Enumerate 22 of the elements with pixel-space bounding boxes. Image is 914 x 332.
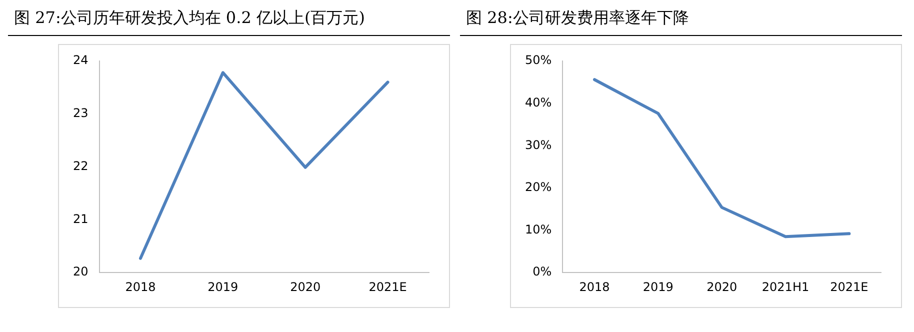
y-tick-label: 30% <box>525 138 552 152</box>
y-tick-label: 21 <box>72 212 88 226</box>
y-tick-label: 20 <box>72 264 88 279</box>
x-tick-label: 2021E <box>368 280 407 294</box>
y-tick-label: 20% <box>525 180 552 194</box>
y-tick-label: 10% <box>525 222 552 236</box>
x-tick-label: 2021H1 <box>762 280 810 294</box>
chart-title: 图 27:公司历年研发投入均在 0.2 亿以上(百万元) <box>8 8 450 36</box>
x-tick-label: 2018 <box>125 280 156 294</box>
x-tick-label: 2019 <box>208 280 238 294</box>
x-tick-label: 2018 <box>579 280 610 294</box>
y-tick-label: 40% <box>525 95 552 110</box>
x-tick-label: 2020 <box>290 280 321 294</box>
y-tick-label: 50% <box>525 53 552 68</box>
y-tick-label: 23 <box>72 106 88 120</box>
x-tick-label: 2021E <box>830 280 868 294</box>
y-tick-label: 0% <box>532 264 552 279</box>
x-tick-label: 2020 <box>706 280 738 294</box>
chart-title: 图 28:公司研发费用率逐年下降 <box>460 8 902 36</box>
y-tick-label: 22 <box>72 158 88 173</box>
x-tick-label: 2019 <box>642 280 674 294</box>
y-tick-label: 24 <box>72 53 88 68</box>
